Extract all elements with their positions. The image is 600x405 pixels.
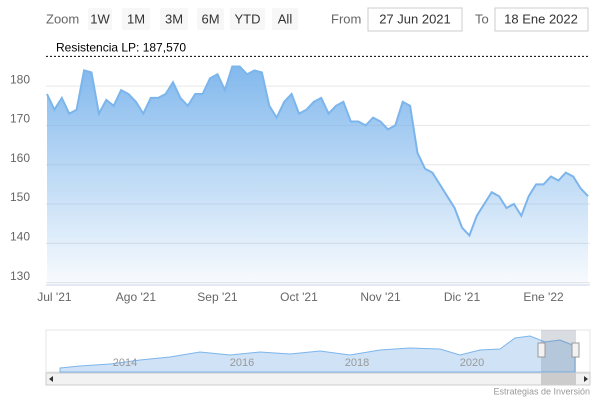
to-value[interactable]: 18 Ene 2022 [504,11,578,26]
x-tick-label: Nov '21 [360,290,401,304]
zoom-button[interactable]: All [272,8,298,30]
x-tick-label: Ago '21 [116,290,157,304]
y-tick-label: 130 [10,269,30,283]
x-tick-label: Sep '21 [197,290,238,304]
navigator-label: 2016 [230,357,254,369]
button-bg [230,8,265,30]
zoom-label: Zoom [46,11,79,26]
y-tick-label: 140 [10,230,30,244]
scrollbar-thumb[interactable] [541,373,576,385]
to-input[interactable] [494,7,589,32]
scrollbar[interactable] [45,372,591,386]
area-fill [47,66,588,285]
navigator-series [59,335,576,373]
y-tick-label: 150 [10,190,30,204]
button-bg [122,8,150,30]
from-input[interactable] [367,7,463,32]
navigator-label: 2020 [460,357,484,369]
y-tick-label: 180 [10,72,30,86]
credits[interactable]: Estrategias de Inversión [493,386,590,396]
zoom-button[interactable]: 6M [197,8,224,30]
x-tick-label: Dic '21 [444,290,481,304]
x-tick-label: Jul '21 [37,290,72,304]
zoom-button[interactable]: 3M [160,8,188,30]
zoom-button[interactable]: 1W [88,8,112,30]
button-label[interactable]: 3M [165,11,183,26]
button-label[interactable]: 1W [90,11,110,26]
resistance-label: Resistencia LP: 187,570 [56,41,186,55]
scroll-left[interactable] [49,376,53,382]
zoom-button[interactable]: YTD [230,8,265,30]
price-line [46,65,589,238]
from-label: From [331,11,361,26]
zoom-button[interactable]: 1M [122,8,150,30]
x-tick-label: Ene '22 [523,290,564,304]
button-bg [88,8,112,30]
navigator-handle[interactable] [537,342,546,358]
navigator-range[interactable] [541,330,576,372]
y-tick-label: 170 [10,112,30,126]
navigator-label: 2014 [113,357,137,369]
button-label[interactable]: 6M [201,11,219,26]
scroll-right[interactable] [584,376,588,382]
button-label[interactable]: YTD [235,11,261,26]
from-value[interactable]: 27 Jun 2021 [379,11,451,26]
to-label: To [475,11,489,26]
button-label[interactable]: 1M [127,11,145,26]
x-tick-label: Oct '21 [280,290,318,304]
button-bg [160,8,188,30]
navigator-label: 2018 [345,357,369,369]
button-label[interactable]: All [278,11,293,26]
navigator-handle[interactable] [571,342,580,358]
button-bg [272,8,298,30]
button-bg [197,8,224,30]
y-tick-label: 160 [10,151,30,165]
